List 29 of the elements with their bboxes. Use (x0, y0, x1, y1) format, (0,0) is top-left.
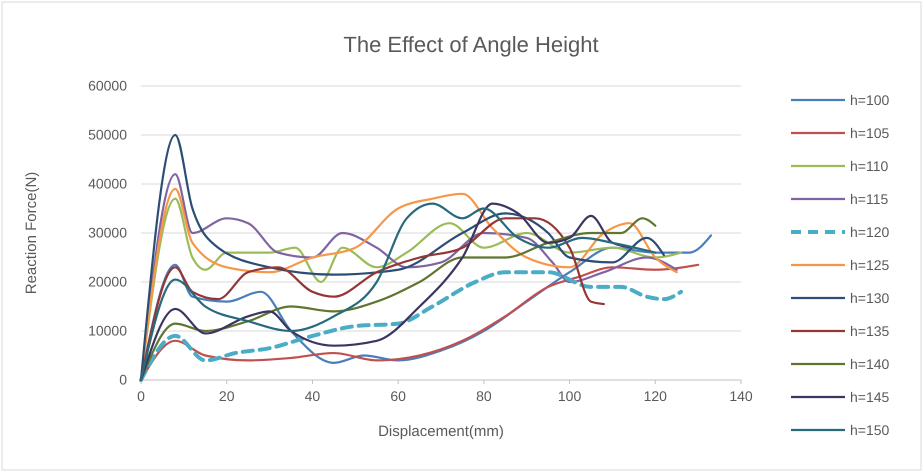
x-axis-title: Displacement(mm) (378, 423, 504, 440)
legend-label: h=140 (850, 356, 890, 372)
y-tick-label: 30000 (88, 224, 128, 240)
y-axis-title: Reaction Force(N) (23, 172, 40, 294)
x-tick-label: 140 (729, 388, 753, 404)
x-tick-label: 60 (390, 388, 406, 404)
legend-label: h=130 (850, 290, 890, 306)
y-tick-label: 0 (119, 371, 128, 388)
y-tick-label: 40000 (88, 175, 128, 192)
y-tick-label: 10000 (88, 322, 128, 338)
y-tick-label: 20000 (88, 273, 128, 290)
x-tick-label: 120 (644, 388, 668, 404)
legend-label: h=145 (850, 389, 890, 405)
chart-title: The Effect of Angle Height (343, 32, 599, 57)
legend-label: h=100 (850, 92, 890, 108)
x-tick-label: 0 (137, 388, 146, 404)
legend-label: h=105 (850, 125, 890, 141)
legend-label: h=120 (850, 224, 890, 240)
x-tick-label: 20 (218, 388, 235, 404)
legend-label: h=135 (850, 323, 890, 339)
legend-label: h=110 (850, 158, 888, 174)
legend-label: h=115 (850, 191, 888, 207)
y-tick-label: 60000 (88, 77, 128, 94)
x-tick-label: 100 (558, 388, 582, 404)
y-tick-label: 50000 (88, 126, 128, 142)
x-tick-label: 40 (304, 388, 320, 404)
x-tick-label: 80 (476, 388, 492, 404)
legend-label: h=125 (850, 257, 890, 273)
legend-label: h=150 (850, 422, 890, 438)
